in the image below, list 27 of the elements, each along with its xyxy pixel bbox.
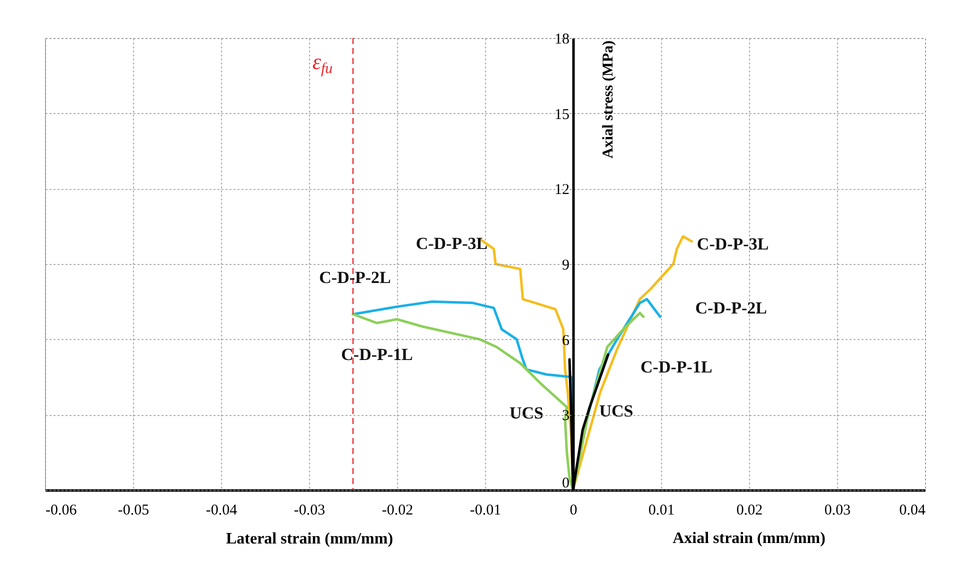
x-tick-label: -0.01 [470,502,502,518]
x-tick-label: 0.04 [899,502,926,518]
x-tick-label: -0.06 [46,502,78,518]
y-tick-label: 3 [562,408,570,424]
text: UCS [509,403,544,422]
y-tick-label: 9 [562,258,570,274]
text: C-D-P-2L [695,298,768,318]
text: C-D-P-1L [640,358,712,377]
text: Axial strain (mm/mm) [672,530,826,547]
series-label: C-D-P-2L [319,268,391,288]
x-tick-label: -0.02 [382,502,414,518]
x-tick-label: -0.03 [294,502,326,518]
y-tick-label: 15 [554,106,570,123]
text: C-D-P-3L [696,234,769,254]
x-tick-label: 0.03 [824,502,851,518]
y-tick-label: 18 [554,32,570,48]
y-axis-title: Axial stress (MPa) [600,40,616,159]
x-tick-label: 0.02 [736,502,763,518]
x-axis-title: Lateral strain (mm/mm) [226,530,394,548]
series-label: C-D-P-1L [341,345,413,364]
x-tick-label: -0.05 [118,502,150,518]
x-tick-label: -0.04 [206,502,238,518]
y-tick-label: 12 [554,182,570,198]
x-tick-label: 0.01 [648,502,675,518]
series-label: C-D-P-3L [416,234,488,253]
y-tick-label: 0 [562,476,570,492]
series-label: UCS [599,401,634,420]
